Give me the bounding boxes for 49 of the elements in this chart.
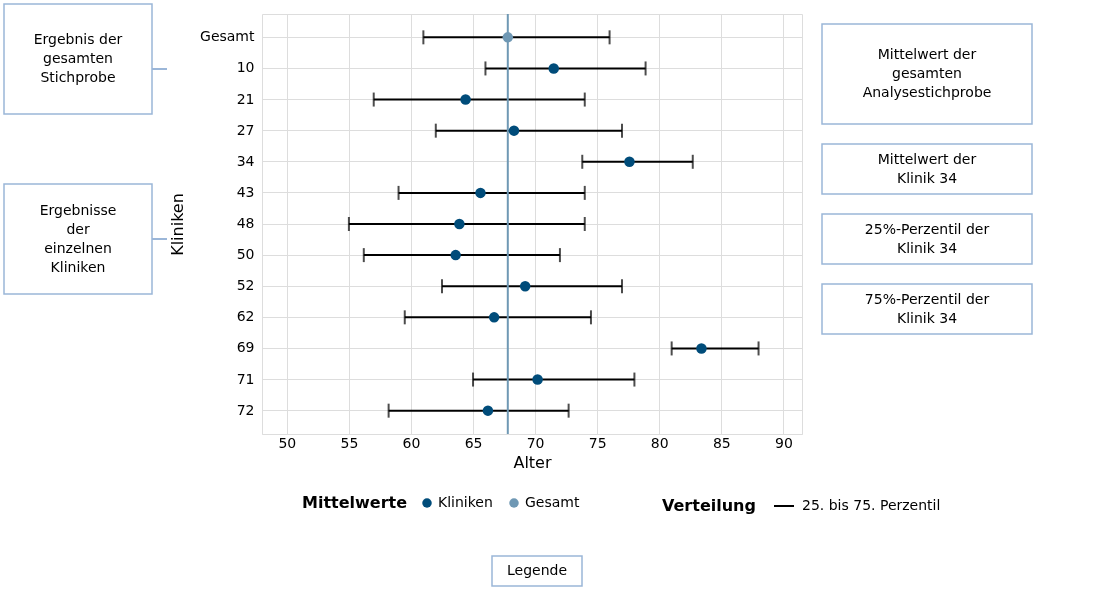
text: 75%-Perzentil der Klinik 34 xyxy=(864,290,990,326)
legend-label: Kliniken xyxy=(438,494,493,510)
y-axis-title: Kliniken xyxy=(168,193,188,256)
x-tick-label: 65 xyxy=(464,434,483,451)
point xyxy=(475,187,486,199)
legend-title: Mittelwerte xyxy=(302,493,408,512)
x-axis-title: Alter xyxy=(513,452,552,472)
point xyxy=(488,312,500,323)
text: Mittelwert der gesamten Analysestichprobe xyxy=(862,46,992,100)
x-tick-label: 90 xyxy=(774,434,793,451)
y-tick-label: 69 xyxy=(236,339,255,356)
text: 25. bis 75. Perzentil xyxy=(802,497,941,513)
point xyxy=(624,156,635,168)
point xyxy=(548,63,559,74)
y-tick-label: 50 xyxy=(236,246,255,263)
y-tick-label: 27 xyxy=(236,121,255,138)
x-tick-label: 70 xyxy=(526,434,545,451)
y-tick-label: 71 xyxy=(236,370,255,387)
point xyxy=(508,125,520,136)
text: Verteilung xyxy=(662,496,756,515)
y-tick-label: 48 xyxy=(236,215,255,231)
legend-label: Gesamt xyxy=(525,494,580,510)
point xyxy=(450,249,461,261)
x-tick-label: 60 xyxy=(402,434,421,451)
x-tick-label: 55 xyxy=(340,434,359,451)
text: Ergebnisse der einzelnen Kliniken xyxy=(39,201,117,275)
point xyxy=(532,374,543,385)
text: Ergebnis der gesamten Stichprobe xyxy=(33,31,123,85)
y-tick-label: 10 xyxy=(236,59,255,76)
point xyxy=(454,218,465,230)
y-tick-label: 52 xyxy=(236,277,255,294)
x-tick-label: 85 xyxy=(712,434,731,451)
y-tick-label: 21 xyxy=(236,90,255,107)
y-tick-label: 34 xyxy=(236,152,255,169)
point xyxy=(519,280,531,292)
y-tick-label: 72 xyxy=(236,401,255,418)
y-tick-label: 43 xyxy=(236,183,255,200)
point xyxy=(482,405,494,416)
point xyxy=(502,32,514,43)
y-tick-label: Gesamt xyxy=(200,28,255,45)
point xyxy=(460,94,471,105)
text: Legende xyxy=(506,562,568,578)
y-tick-label: 62 xyxy=(236,308,255,325)
point xyxy=(696,343,707,354)
text: Mittelwert der Klinik 34 xyxy=(877,150,977,186)
x-tick-label: 80 xyxy=(650,434,669,451)
x-tick-label: 50 xyxy=(278,434,297,451)
text: 25%-Perzentil der Klinik 34 xyxy=(864,220,990,256)
x-tick-label: 75 xyxy=(588,434,607,451)
